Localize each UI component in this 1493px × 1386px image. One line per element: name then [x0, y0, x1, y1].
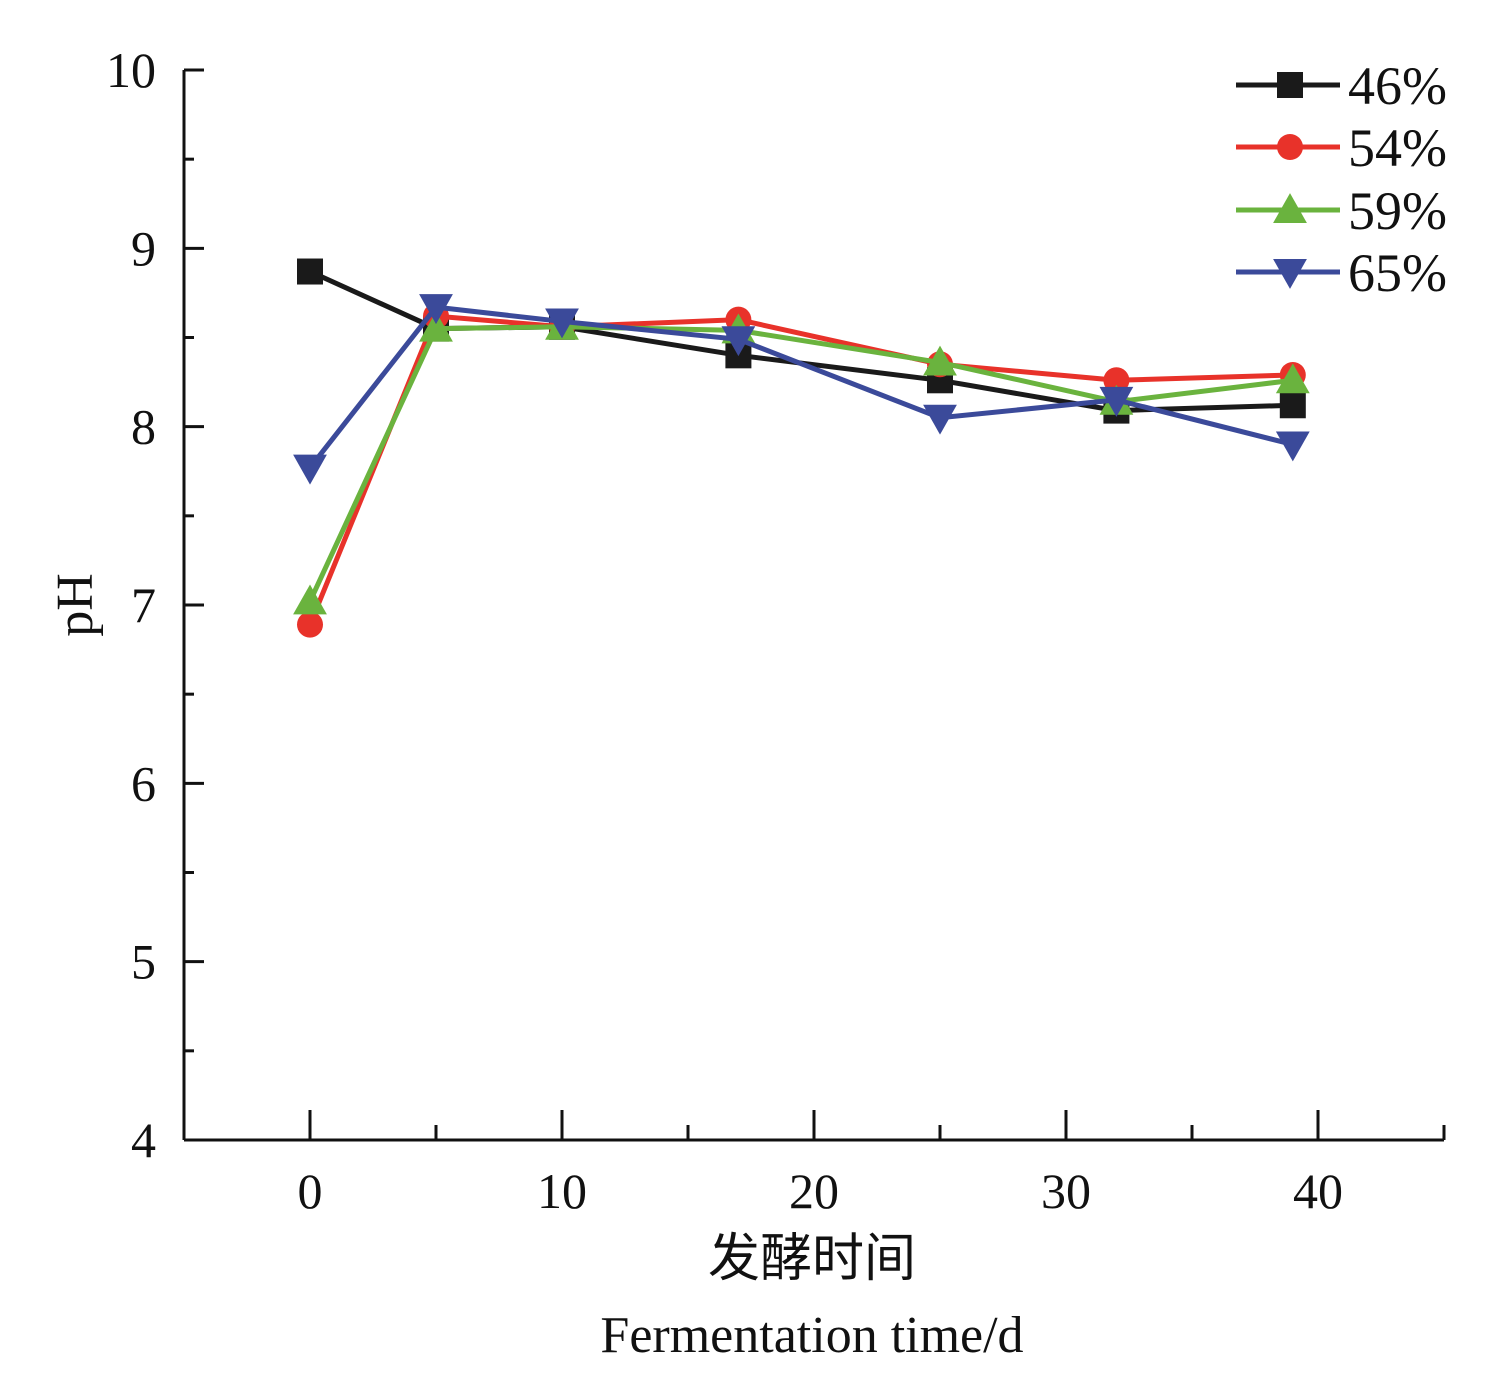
data-point	[923, 345, 957, 376]
y-tick-label: 10	[106, 42, 156, 98]
legend-marker	[1273, 193, 1307, 223]
data-point	[419, 294, 453, 325]
x-axis-title: Fermentation time/d	[600, 1307, 1023, 1364]
series-54pct	[297, 303, 1306, 638]
legend-item: 59%	[1236, 181, 1447, 241]
legend-label: 65%	[1348, 243, 1447, 303]
y-tick-label: 7	[131, 577, 156, 633]
series-65pct	[293, 294, 1310, 485]
x-axis-title-cn: 发酵时间	[708, 1231, 916, 1288]
data-point	[1099, 386, 1134, 417]
legend-marker	[1277, 72, 1303, 98]
legend: 46%54%59%65%	[1236, 56, 1447, 303]
legend-label: 46%	[1348, 56, 1447, 116]
data-point	[923, 404, 957, 435]
data-point	[1275, 363, 1310, 394]
series-group	[293, 258, 1310, 638]
y-tick-label: 5	[131, 934, 156, 990]
data-point	[293, 454, 327, 485]
legend-marker	[1277, 134, 1303, 160]
x-tick-label: 10	[537, 1163, 587, 1219]
y-tick-label: 8	[131, 399, 156, 455]
data-point	[1275, 431, 1310, 462]
x-tick-label: 30	[1041, 1163, 1091, 1219]
data-point	[297, 611, 323, 638]
legend-label: 59%	[1348, 181, 1447, 241]
y-tick-label: 4	[131, 1112, 156, 1168]
data-point	[419, 311, 453, 342]
data-point	[1279, 392, 1306, 419]
legend-marker	[1273, 259, 1307, 289]
y-axis-title: pH	[47, 573, 104, 637]
data-point	[721, 326, 756, 357]
legend-item: 54%	[1236, 118, 1447, 178]
series-line	[307, 324, 1294, 603]
legend-label: 54%	[1348, 118, 1447, 178]
data-point	[297, 258, 323, 285]
data-point	[1103, 367, 1130, 394]
data-point	[545, 308, 579, 339]
legend-item: 65%	[1236, 243, 1447, 303]
y-tick-label: 6	[131, 755, 156, 811]
legend-item: 46%	[1236, 56, 1447, 116]
x-tick-label: 0	[298, 1163, 323, 1219]
data-point	[293, 584, 327, 615]
x-tick-label: 20	[789, 1163, 839, 1219]
series-59pct	[293, 309, 1310, 615]
axes: 4 5 6 7 8 9 10 0 10 20 30 40	[106, 42, 1446, 1219]
x-tick-label: 40	[1293, 1163, 1343, 1219]
y-tick-label: 9	[131, 220, 156, 276]
